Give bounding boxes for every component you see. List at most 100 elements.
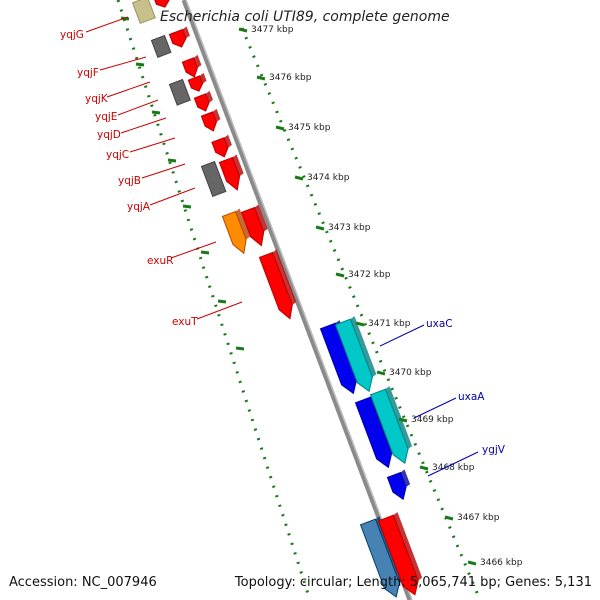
kbp-tick-label: 3466 kbp <box>480 558 523 568</box>
genome-backbone <box>181 0 413 600</box>
kbp-tick-label: 3477 kbp <box>251 25 294 35</box>
gene-red-6-shade <box>224 134 232 148</box>
left-tick-mark <box>151 110 161 115</box>
gene-label-yqjE: yqjE <box>95 111 117 123</box>
gene-leader-line <box>149 187 196 206</box>
kbp-tick-label: 3470 kbp <box>389 368 432 378</box>
olive-feature <box>131 0 156 25</box>
gene-label-yqjD: yqjD <box>97 129 121 141</box>
gene-cyan-uxaC <box>334 316 377 393</box>
kbp-tick-label: 3476 kbp <box>269 73 312 83</box>
left-tick-mark <box>182 204 192 209</box>
gene-red-5-shade <box>212 108 221 122</box>
kbp-tick-mark <box>419 465 429 471</box>
map-title: Escherichia coli UTI89, complete genome <box>160 9 450 25</box>
gene-red-7 <box>218 154 244 191</box>
kbp-tick-label: 3467 kbp <box>457 513 500 523</box>
kbp-tick-mark <box>398 417 408 423</box>
gene-leader-line <box>379 324 425 347</box>
gene-red-7-body <box>218 156 241 191</box>
gene-red-8 <box>240 204 268 247</box>
gene-red-5 <box>200 108 221 132</box>
gene-leader-line <box>120 117 167 134</box>
gene-label-uxaA: uxaA <box>458 391 485 403</box>
gene-leader-line <box>117 99 159 116</box>
genome-summary-text: Topology: circular; Length: 5,065,741 bp… <box>234 575 592 590</box>
gene-cyan-uxaA-shade <box>385 386 413 450</box>
kbp-tick-mark <box>315 225 325 231</box>
gene-leader-line <box>141 163 186 179</box>
gene-label-yqjA: yqjA <box>127 201 151 213</box>
gene-red-bottom-shade <box>393 512 423 581</box>
gray-feature-2 <box>168 78 191 106</box>
kbp-tick-label: 3469 kbp <box>411 415 454 425</box>
gene-blue-ygjV <box>386 469 411 501</box>
gray-feature-3 <box>200 160 227 198</box>
gene-labels: yqjG yqjF yqjK yqjE yqjD yqjC yqjB yqjA exuR exuT… <box>60 16 506 477</box>
gene-red-2 <box>181 54 202 78</box>
gene-red-7-shade <box>232 154 244 177</box>
kbp-tick-label: 3474 kbp <box>307 173 350 183</box>
kbp-tick-mark <box>355 321 365 327</box>
gene-red-6 <box>211 134 232 158</box>
gene-red-bottom <box>377 512 423 596</box>
gene-leader-line <box>196 301 243 320</box>
gene-red-4-shade <box>205 90 213 103</box>
gene-red-0-body <box>154 0 170 8</box>
kbp-tick-mark <box>376 370 386 376</box>
gene-red-3-shade <box>199 72 207 84</box>
gene-leader-line <box>413 397 457 419</box>
gene-blue-ygjV-body <box>386 471 407 501</box>
gene-steel-body <box>359 518 400 598</box>
gene-label-yqjG: yqjG <box>60 29 84 41</box>
kbp-tick-mark <box>444 515 454 521</box>
kbp-tick-label: 3471 kbp <box>368 319 411 329</box>
gene-blue-ygjV-shade <box>400 469 411 488</box>
kbp-tick-label: 3475 kbp <box>288 123 331 133</box>
kbp-tick-mark <box>238 27 248 33</box>
gene-red-2-shade <box>193 54 202 68</box>
gene-label-uxaC: uxaC <box>426 318 453 330</box>
kbp-tick-label: 3473 kbp <box>328 223 371 233</box>
kbp-tick-label: 3472 kbp <box>348 270 391 280</box>
backbone-highlight <box>185 0 413 600</box>
left-tick-mark <box>217 299 227 304</box>
gene-orange-exuR-shade <box>235 208 251 240</box>
gene-red-1 <box>168 26 190 48</box>
gene-leader-line <box>427 451 479 477</box>
gene-leader-line <box>129 137 176 153</box>
gene-cyan-uxaA <box>369 386 413 464</box>
gene-red-8-shade <box>254 204 268 232</box>
backbone-line <box>181 0 413 600</box>
gene-leader-line <box>85 16 129 33</box>
kbp-tick-mark <box>467 560 477 566</box>
accession-text: Accession: NC_007946 <box>9 575 157 590</box>
gene-label-exuR: exuR <box>147 255 173 267</box>
gene-label-exuT: exuT <box>172 316 198 328</box>
gene-red-1-shade <box>182 26 190 39</box>
gene-red-1-body <box>168 28 187 48</box>
left-tick-mark <box>235 346 245 351</box>
gene-red-exuT-shade <box>272 249 297 305</box>
left-tick-mark <box>135 62 145 67</box>
gray-feature-1 <box>150 34 172 58</box>
left-tick-mark <box>167 158 177 163</box>
gene-red-exuT-body <box>258 251 293 320</box>
gene-features <box>131 0 423 598</box>
gene-red-4 <box>193 90 213 112</box>
kbp-tick-mark <box>275 125 285 131</box>
gene-leader-line <box>99 56 147 71</box>
gene-label-yqjF: yqjF <box>77 67 99 79</box>
gene-leader-line <box>170 241 217 259</box>
gene-label-yqjB: yqjB <box>118 175 141 187</box>
gene-leader-line <box>106 81 151 98</box>
gene-label-ygjV: ygjV <box>482 444 506 456</box>
gene-red-3 <box>187 72 207 92</box>
gene-red-3-body <box>187 75 204 92</box>
kbp-tick-label: 3468 kbp <box>432 463 475 473</box>
gene-red-bottom-body <box>377 514 419 596</box>
kbp-ticks: 3477 kbp 3476 kbp 3475 kbp 3474 kbp 3473 kbp… <box>120 16 523 568</box>
gene-cyan-uxaC-shade <box>350 316 377 378</box>
gene-label-yqjC: yqjC <box>106 149 129 161</box>
